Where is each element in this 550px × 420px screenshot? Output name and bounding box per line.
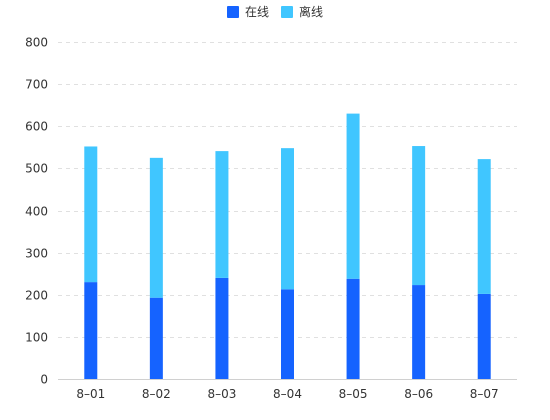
legend-swatch-online <box>226 5 239 18</box>
y-tick-label: 0 <box>40 373 48 387</box>
y-axis-ticks: 0 100 200 300 400 500 600 700 800 <box>25 36 48 387</box>
bar-online[interactable] <box>281 289 294 379</box>
legend-item-offline[interactable]: 离线 <box>281 3 323 20</box>
x-tick-label: 8–03 <box>207 387 236 401</box>
y-tick-label: 200 <box>25 289 48 303</box>
bar-offline[interactable] <box>84 146 98 283</box>
x-tick-label: 8–02 <box>142 387 171 401</box>
legend-label-online: 在线 <box>244 5 269 19</box>
chart-legend: 在线 离线 <box>0 3 550 20</box>
bar-offline[interactable] <box>149 157 163 298</box>
y-tick-label: 300 <box>25 247 48 261</box>
x-tick-label: 8–07 <box>470 387 499 401</box>
bar-offline[interactable] <box>281 148 294 290</box>
x-tick-label: 8–04 <box>273 387 302 401</box>
bar-online[interactable] <box>215 277 229 379</box>
bars <box>84 113 491 379</box>
bar-online[interactable] <box>477 293 491 379</box>
y-tick-label: 800 <box>25 36 48 50</box>
x-tick-label: 8–06 <box>404 387 433 401</box>
bar-online[interactable] <box>149 297 163 379</box>
legend-label-offline: 离线 <box>299 5 324 19</box>
bar-offline[interactable] <box>477 159 491 294</box>
x-tick-label: 8–01 <box>76 387 105 401</box>
legend-swatch-offline <box>281 5 293 18</box>
y-tick-label: 400 <box>25 205 48 219</box>
x-axis-ticks: 8–01 8–02 8–03 8–04 8–05 8–06 8–07 <box>76 387 498 401</box>
y-tick-label: 500 <box>25 162 48 176</box>
x-tick-label: 8–05 <box>339 387 368 401</box>
legend-item-online[interactable]: 在线 <box>226 3 269 20</box>
y-tick-label: 700 <box>25 78 48 92</box>
bar-offline[interactable] <box>215 151 229 278</box>
bar-online[interactable] <box>346 278 360 379</box>
y-tick-label: 100 <box>25 331 48 345</box>
bar-online[interactable] <box>84 282 98 379</box>
bar-online[interactable] <box>412 285 426 379</box>
bar-offline[interactable] <box>346 113 360 279</box>
y-tick-label: 600 <box>25 120 48 134</box>
bar-offline[interactable] <box>412 146 426 286</box>
